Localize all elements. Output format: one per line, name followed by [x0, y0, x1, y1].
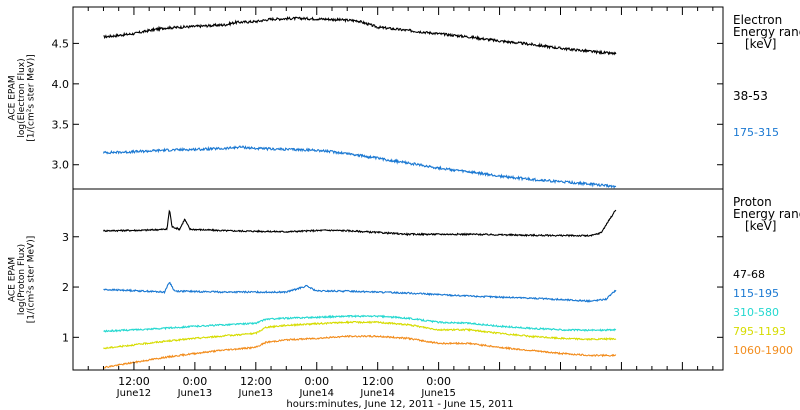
- series-line-1060-1900: [103, 334, 617, 369]
- y-tick-label: 1: [62, 331, 69, 344]
- series-line-175-315: [102, 145, 617, 189]
- x-tick-date: June13: [177, 388, 213, 399]
- series-line-115-195: [103, 281, 617, 303]
- y-axis-label-line: ACE EPAM: [8, 257, 18, 302]
- y-tick-label: 4.5: [52, 37, 70, 50]
- x-tick-date: June15: [420, 388, 456, 399]
- x-tick-time: 12:00: [118, 375, 150, 388]
- legend-title-line: Energy ranges: [733, 207, 800, 221]
- legend-title-line: Proton: [733, 195, 772, 209]
- series-line-38-53: [103, 15, 617, 56]
- legend-title-line: [keV]: [745, 37, 776, 51]
- y-axis-label: ACE EPAM log(Proton Flux) [1/(cm²s ster Me…: [8, 236, 37, 323]
- x-axis-label: hours:minutes, June 12, 2011 - June 15, …: [286, 399, 513, 410]
- x-tick-date: June13: [238, 388, 274, 399]
- panel-1: 1 2 3 ACE EPAM log(Proton Flux) [1/(cm²s ster…: [8, 188, 800, 371]
- y-tick-label: 4.0: [52, 78, 70, 91]
- y-axis-label-line: [1/(cm²s ster MeV)]: [27, 236, 37, 323]
- y-tick-label: 2: [62, 281, 69, 294]
- y-axis-label-line: log(Electron Flux): [17, 58, 27, 137]
- plot-frame: [72, 188, 724, 371]
- y-tick-label: 3: [62, 231, 69, 244]
- legend-entry: 795-1193: [733, 325, 786, 338]
- series-line-310-580: [103, 314, 617, 333]
- series-line-47-68: [103, 209, 617, 238]
- x-tick-time: 12:00: [240, 375, 272, 388]
- legend-entry: 175-315: [733, 126, 779, 139]
- legend-entry: 38-53: [733, 89, 768, 103]
- x-tick-date: June14: [298, 388, 334, 399]
- x-tick-time: 0:00: [183, 375, 208, 388]
- y-axis-label: ACE EPAM log(Electron Flux) [1/(cm²s ster …: [8, 54, 37, 141]
- y-tick-label: 3.0: [52, 159, 70, 172]
- x-tick-date: June14: [359, 388, 395, 399]
- legend-title-line: Energy ranges: [733, 25, 800, 39]
- legend-title-line: [keV]: [745, 219, 776, 233]
- legend-entry: 47-68: [733, 268, 765, 281]
- legend-entry: 115-195: [733, 287, 779, 300]
- y-axis-label-line: ACE EPAM: [8, 75, 18, 120]
- x-tick-time: 0:00: [304, 375, 329, 388]
- x-tick-date: June12: [116, 388, 152, 399]
- legend-entry: 310-580: [733, 306, 779, 319]
- y-axis-label-line: [1/(cm²s ster MeV)]: [27, 54, 37, 141]
- y-tick-label: 3.5: [52, 118, 70, 131]
- legend-title-line: Electron: [733, 13, 782, 27]
- x-tick-time: 0:00: [426, 375, 451, 388]
- legend-entry: 1060-1900: [733, 344, 793, 357]
- series-line-795-1193: [103, 320, 617, 350]
- x-tick-time: 12:00: [362, 375, 394, 388]
- panel-0: 3.0 3.5 4.0 4.5 ACE EPAM log(Electron Flux) [1…: [8, 6, 800, 190]
- y-axis-label-line: log(Proton Flux): [17, 244, 27, 315]
